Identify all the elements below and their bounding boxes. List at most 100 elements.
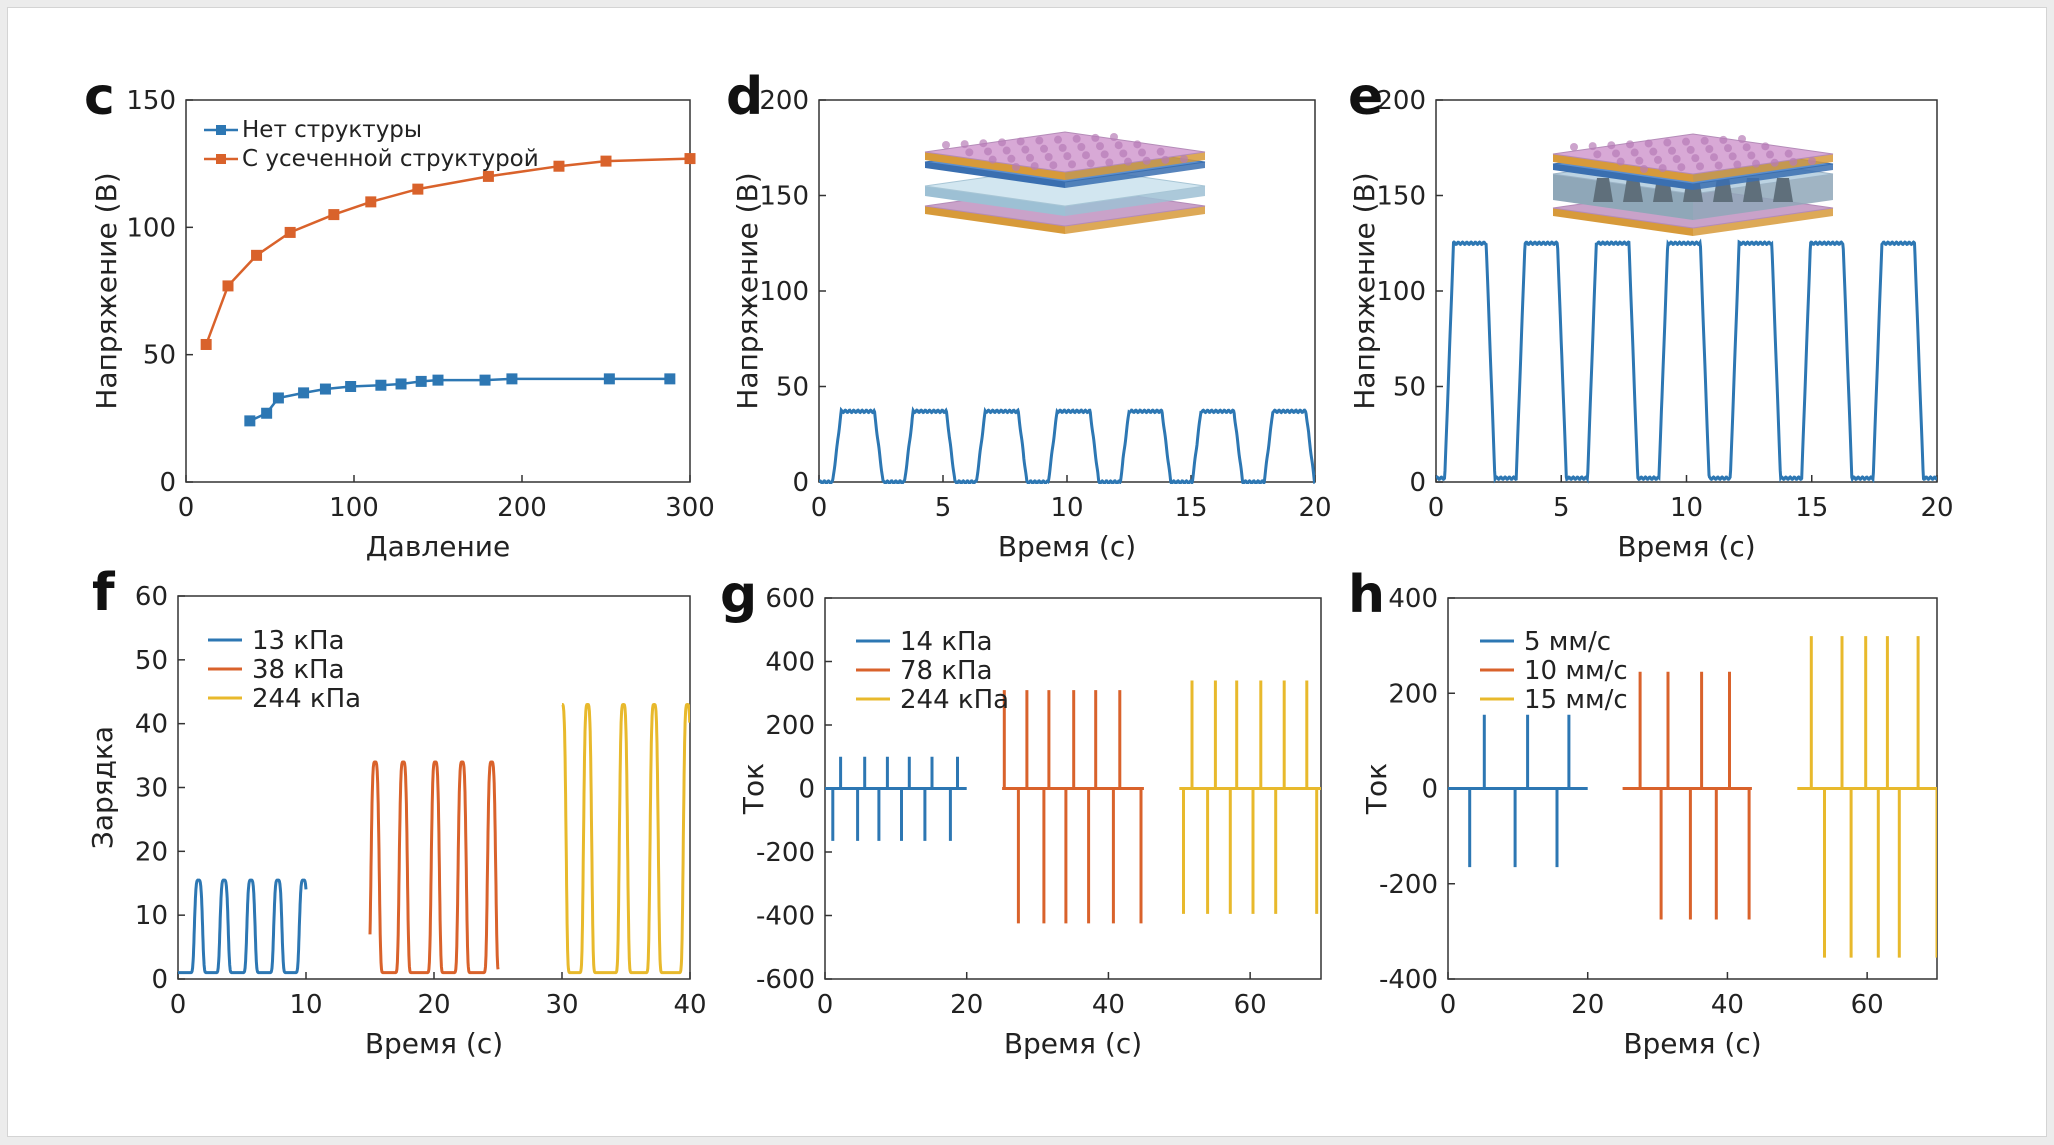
figure-panel: 0 100 200 300 0 50 100 150 Давление Напряжение (В… — [7, 7, 2047, 1137]
device-texture — [1077, 143, 1086, 151]
data-point — [664, 373, 676, 385]
device-texture — [1114, 141, 1123, 150]
panel-label: c — [84, 67, 115, 127]
device-texture — [1044, 153, 1053, 161]
device-texture — [1119, 149, 1128, 158]
x-tick-label: 0 — [811, 493, 828, 523]
plot-frame — [185, 99, 691, 483]
device-texture — [1142, 156, 1151, 165]
device-texture — [1719, 135, 1728, 144]
data-point — [553, 160, 565, 172]
y-axis-label: Зарядка — [86, 726, 119, 849]
device-texture — [1007, 154, 1016, 163]
device-texture — [1072, 134, 1081, 143]
device-texture — [1658, 164, 1667, 173]
y-tick-label: 60 — [135, 582, 168, 612]
x-tick-label: 10 — [1050, 493, 1083, 523]
device-texture — [1710, 153, 1718, 162]
x-tick-label: 10 — [1670, 493, 1703, 523]
device-side — [925, 186, 1065, 216]
x-axis-label: Время (с) — [1617, 530, 1755, 563]
x-tick-label: 5 — [935, 493, 952, 523]
x-tick-label: 0 — [178, 493, 195, 523]
y-tick-label: 200 — [759, 86, 809, 116]
panel-f: 0 10 20 30 40 0 10 20 30 40 50 60 Время (с) Зарядка f 1… — [86, 563, 707, 1060]
data-point — [415, 375, 427, 387]
device-texture — [1686, 145, 1695, 154]
x-tick-label: 15 — [1174, 493, 1207, 523]
x-tick-label: 30 — [545, 990, 578, 1020]
y-tick-label: 400 — [1388, 584, 1438, 614]
series-line — [249, 377, 670, 423]
device-side — [1553, 164, 1693, 190]
y-tick-label: 0 — [1421, 775, 1438, 805]
y-tick-label: 40 — [135, 710, 168, 740]
x-tick-label: 20 — [1920, 493, 1953, 523]
device-texture — [1054, 135, 1062, 144]
device-texture — [1593, 150, 1602, 159]
y-axis-label: Ток — [737, 763, 770, 815]
x-tick-label: 20 — [1298, 493, 1331, 523]
device-texture — [1784, 149, 1793, 158]
device-texture — [1063, 152, 1072, 161]
device-texture — [1705, 145, 1714, 153]
device-texture — [1733, 160, 1742, 169]
device-side — [1693, 208, 1833, 236]
legend-marker — [216, 125, 226, 135]
series-line — [819, 406, 1315, 484]
device-texture — [1607, 141, 1616, 150]
x-tick-label: 100 — [329, 493, 379, 523]
device-texture — [1058, 143, 1067, 152]
y-tick-label: 0 — [798, 775, 815, 805]
device-side — [1065, 152, 1205, 180]
series-line — [1002, 690, 1144, 924]
device-texture — [1068, 160, 1076, 169]
device-side — [1065, 186, 1205, 216]
device-side — [925, 162, 1065, 188]
x-tick-label: 200 — [497, 493, 547, 523]
series-line — [1797, 636, 1937, 958]
device-texture — [1738, 135, 1746, 143]
y-tick-label: 0 — [1409, 468, 1426, 498]
device-side — [1693, 174, 1833, 220]
legend-label: 244 кПа — [252, 684, 361, 714]
device-texture — [1100, 150, 1109, 159]
series-line — [825, 756, 967, 841]
device-pyramid — [1593, 178, 1613, 202]
device-texture — [1026, 153, 1034, 162]
device-side — [925, 152, 1065, 180]
device-texture — [1752, 159, 1760, 168]
device-texture — [1742, 143, 1751, 152]
y-tick-label: 30 — [135, 774, 168, 804]
panel-c: 0 100 200 300 0 50 100 150 Давление Напряжение (В… — [84, 67, 715, 563]
device-texture — [1714, 161, 1723, 170]
series-line — [205, 157, 691, 345]
legend-label: 13 кПа — [252, 626, 345, 656]
y-tick-label: 150 — [759, 182, 809, 212]
data-point — [328, 209, 340, 221]
device-pyramid — [1743, 178, 1763, 202]
y-axis-label: Напряжение (В) — [731, 172, 764, 409]
device-texture — [1086, 159, 1095, 168]
y-axis-label: Напряжение (В) — [90, 172, 123, 409]
x-tick-label: 15 — [1795, 493, 1828, 523]
series-line — [561, 703, 690, 975]
panel-label: f — [92, 563, 116, 623]
legend-marker — [216, 154, 226, 164]
device-texture — [1677, 163, 1686, 172]
x-tick-label: 0 — [817, 990, 834, 1020]
series-line — [1448, 714, 1588, 868]
data-point — [506, 373, 518, 385]
data-point — [432, 374, 444, 386]
x-tick-label: 300 — [665, 493, 715, 523]
panel-h: 0 20 40 60 -400 -200 0 200 400 Время (с) Ток h 5 мм/… — [1348, 565, 1938, 1060]
panel-label: g — [720, 565, 757, 625]
device-texture — [984, 147, 992, 156]
device-texture — [942, 141, 950, 149]
series-line — [368, 760, 500, 975]
panel-label: h — [1348, 565, 1385, 625]
y-tick-label: -400 — [1379, 965, 1438, 995]
data-point — [298, 387, 310, 399]
